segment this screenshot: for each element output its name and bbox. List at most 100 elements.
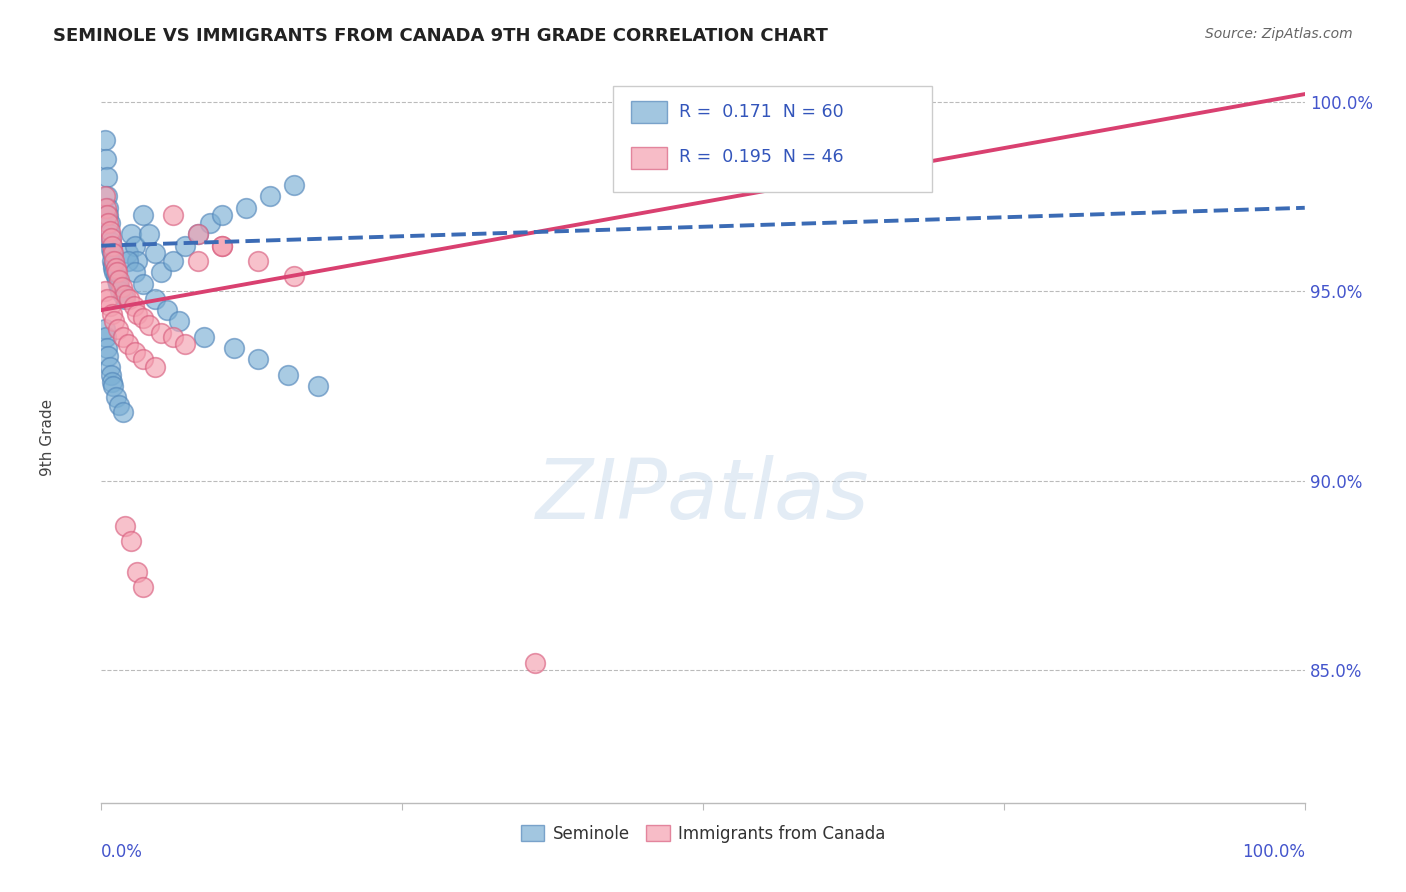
Point	[103, 258, 125, 272]
Point	[118, 292, 141, 306]
Point	[235, 201, 257, 215]
Point	[156, 303, 179, 318]
Point	[117, 246, 139, 260]
Text: ZIPatlas: ZIPatlas	[536, 455, 870, 536]
Point	[211, 238, 233, 252]
Point	[98, 216, 121, 230]
Point	[100, 368, 122, 382]
Point	[111, 280, 134, 294]
Point	[97, 208, 120, 222]
Point	[96, 341, 118, 355]
Point	[105, 265, 128, 279]
Point	[107, 277, 129, 291]
Point	[162, 329, 184, 343]
Point	[96, 170, 118, 185]
Point	[124, 238, 146, 252]
Text: SEMINOLE VS IMMIGRANTS FROM CANADA 9TH GRADE CORRELATION CHART: SEMINOLE VS IMMIGRANTS FROM CANADA 9TH G…	[53, 27, 828, 45]
Point	[114, 292, 136, 306]
Point	[186, 227, 208, 242]
Legend: Seminole, Immigrants from Canada: Seminole, Immigrants from Canada	[515, 818, 891, 849]
Point	[97, 201, 120, 215]
Point	[100, 231, 122, 245]
Point	[277, 368, 299, 382]
Point	[120, 227, 142, 242]
Point	[150, 326, 173, 340]
Point	[145, 359, 167, 374]
Point	[132, 277, 155, 291]
Point	[162, 253, 184, 268]
Point	[132, 208, 155, 222]
Point	[162, 208, 184, 222]
Point	[127, 307, 149, 321]
Point	[117, 337, 139, 351]
Point	[101, 253, 124, 268]
Point	[94, 152, 117, 166]
Text: Source: ZipAtlas.com: Source: ZipAtlas.com	[1205, 27, 1353, 41]
Point	[145, 246, 167, 260]
Point	[107, 322, 129, 336]
Point	[108, 273, 131, 287]
Point	[98, 359, 121, 374]
Text: 100.0%: 100.0%	[1241, 843, 1305, 861]
Point	[103, 246, 125, 260]
Point	[108, 398, 131, 412]
Point	[94, 329, 117, 343]
Point	[138, 318, 160, 333]
Point	[96, 208, 118, 222]
Point	[124, 344, 146, 359]
Point	[120, 534, 142, 549]
Point	[98, 223, 121, 237]
Point	[110, 284, 132, 298]
Point	[111, 288, 134, 302]
Point	[101, 238, 124, 252]
Point	[114, 519, 136, 533]
Point	[97, 349, 120, 363]
Point	[716, 102, 738, 116]
Text: R =  0.195  N = 46: R = 0.195 N = 46	[679, 148, 844, 166]
FancyBboxPatch shape	[613, 86, 932, 192]
Point	[193, 329, 215, 343]
Point	[104, 390, 127, 404]
Point	[97, 216, 120, 230]
Point	[101, 375, 124, 389]
Point	[132, 310, 155, 325]
Point	[94, 201, 117, 215]
Point	[108, 280, 131, 294]
Point	[222, 341, 245, 355]
Point	[145, 292, 167, 306]
Point	[523, 656, 546, 670]
Point	[94, 284, 117, 298]
Point	[211, 208, 233, 222]
Point	[103, 314, 125, 328]
Point	[132, 352, 155, 367]
Point	[94, 132, 117, 146]
Point	[100, 235, 122, 249]
Point	[96, 189, 118, 203]
Point	[174, 238, 197, 252]
Point	[103, 379, 125, 393]
Point	[117, 253, 139, 268]
Point	[127, 253, 149, 268]
Point	[94, 189, 117, 203]
Point	[122, 299, 145, 313]
Point	[283, 178, 305, 192]
Point	[186, 253, 208, 268]
Point	[211, 238, 233, 252]
Bar	[631, 146, 666, 169]
Point	[198, 216, 221, 230]
Point	[259, 189, 281, 203]
Point	[111, 405, 134, 419]
Point	[127, 565, 149, 579]
Point	[105, 273, 128, 287]
Point	[174, 337, 197, 351]
Point	[138, 227, 160, 242]
Point	[246, 253, 269, 268]
Point	[150, 265, 173, 279]
Text: 9th Grade: 9th Grade	[41, 399, 55, 475]
Point	[283, 268, 305, 283]
Point	[98, 299, 121, 313]
Point	[100, 243, 122, 257]
Point	[132, 580, 155, 594]
Point	[111, 329, 134, 343]
Point	[96, 292, 118, 306]
